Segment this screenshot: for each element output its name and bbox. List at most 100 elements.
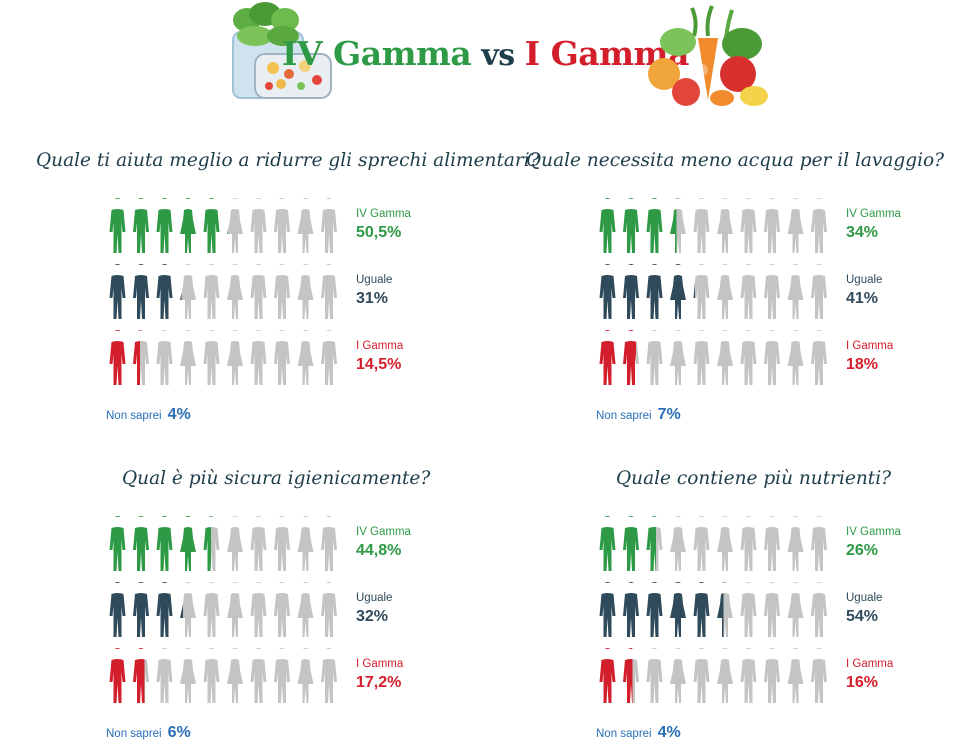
non-saprei: Non saprei 6% <box>106 724 191 742</box>
person-icon <box>670 648 686 703</box>
series-value: 31% <box>356 290 389 307</box>
person-icon <box>321 516 337 571</box>
person-icon <box>203 198 220 253</box>
person-icon <box>297 264 314 319</box>
person-icon <box>646 330 663 385</box>
pictogram-icons <box>109 648 337 703</box>
person-icon <box>274 582 290 637</box>
person-icon <box>693 198 710 253</box>
person-icon <box>787 516 804 571</box>
person-icon <box>156 648 173 703</box>
chart-panel: Qual è più sicura igienicamente? IV Gamm… <box>0 468 480 750</box>
pictogram-row: IV Gamma 50,5% <box>106 198 411 260</box>
person-icon <box>764 264 780 319</box>
person-icon <box>227 582 243 637</box>
series-value: 32% <box>356 608 389 625</box>
person-icon <box>693 264 710 319</box>
person-icon <box>180 516 196 571</box>
non-saprei-label: Non saprei <box>106 728 162 740</box>
person-icon <box>623 330 639 385</box>
person-icon <box>599 582 616 637</box>
person-icon <box>227 648 243 703</box>
person-icon <box>693 516 710 571</box>
non-saprei-value: 4% <box>657 724 681 741</box>
person-icon <box>109 198 126 253</box>
person-icon <box>764 330 780 385</box>
person-icon <box>646 648 663 703</box>
person-icon <box>670 516 686 571</box>
person-icon <box>764 582 780 637</box>
series-label: IV Gamma <box>356 526 411 538</box>
person-icon <box>203 582 220 637</box>
non-saprei-value: 4% <box>167 406 191 423</box>
series-value: 41% <box>846 290 879 307</box>
person-icon <box>321 648 337 703</box>
person-icon <box>717 264 733 319</box>
person-icon <box>599 516 616 571</box>
question-title: Qual è più sicura igienicamente? <box>122 468 431 489</box>
person-icon <box>156 582 173 637</box>
series-value: 17,2% <box>356 674 402 691</box>
pictogram-row: IV Gamma 44,8% <box>106 516 411 578</box>
person-icon <box>274 264 290 319</box>
person-icon <box>250 330 267 385</box>
person-icon <box>109 582 126 637</box>
pictogram-icons <box>599 330 827 385</box>
question-title: Quale ti aiuta meglio a ridurre gli spre… <box>36 150 540 171</box>
person-icon <box>274 198 290 253</box>
person-icon <box>623 264 639 319</box>
person-icon <box>203 264 220 319</box>
title-iv-gamma: IV Gamma <box>282 34 472 73</box>
person-icon <box>274 330 290 385</box>
person-icon <box>227 264 243 319</box>
pictogram-icons <box>599 582 827 637</box>
person-icon <box>623 198 639 253</box>
person-icon <box>297 582 314 637</box>
pictogram-icons <box>109 198 337 253</box>
person-icon <box>740 264 757 319</box>
person-icon <box>740 582 757 637</box>
vegetables-illustration <box>648 5 768 106</box>
pictogram-icons <box>599 516 827 571</box>
person-icon <box>156 516 173 571</box>
series-value: 54% <box>846 608 879 625</box>
person-icon <box>109 264 126 319</box>
person-icon <box>811 330 827 385</box>
person-icon <box>180 582 196 637</box>
person-icon <box>670 264 686 319</box>
person-icon <box>133 198 149 253</box>
person-icon <box>227 198 243 253</box>
pictogram-row: I Gamma 16% <box>596 648 893 710</box>
person-icon <box>180 648 196 703</box>
chart-panel: Quale ti aiuta meglio a ridurre gli spre… <box>0 150 540 450</box>
person-icon <box>646 264 663 319</box>
chart-panel: Quale contiene più nutrienti? IV Gamma 26… <box>490 468 970 750</box>
series-value: 18% <box>846 356 879 373</box>
person-icon <box>717 330 733 385</box>
pictogram-row: Uguale 54% <box>596 582 882 644</box>
person-icon <box>297 516 314 571</box>
person-icon <box>133 264 149 319</box>
series-label: I Gamma <box>356 658 404 670</box>
person-icon <box>133 582 149 637</box>
person-icon <box>599 330 616 385</box>
pictogram-icons <box>109 516 337 571</box>
person-icon <box>717 516 733 571</box>
series-value: 34% <box>846 224 879 241</box>
series-label: Uguale <box>356 274 393 286</box>
series-value: 44,8% <box>356 542 402 559</box>
person-icon <box>740 648 757 703</box>
person-icon <box>811 516 827 571</box>
person-icon <box>717 582 733 637</box>
pictogram-row: Uguale 41% <box>596 264 882 326</box>
person-icon <box>297 198 314 253</box>
person-icon <box>109 516 126 571</box>
person-icon <box>321 198 337 253</box>
person-icon <box>156 330 173 385</box>
person-icon <box>227 330 243 385</box>
person-icon <box>811 264 827 319</box>
series-label: Uguale <box>846 592 883 604</box>
person-icon <box>764 516 780 571</box>
pictogram-row: Uguale 31% <box>106 264 392 326</box>
person-icon <box>203 330 220 385</box>
